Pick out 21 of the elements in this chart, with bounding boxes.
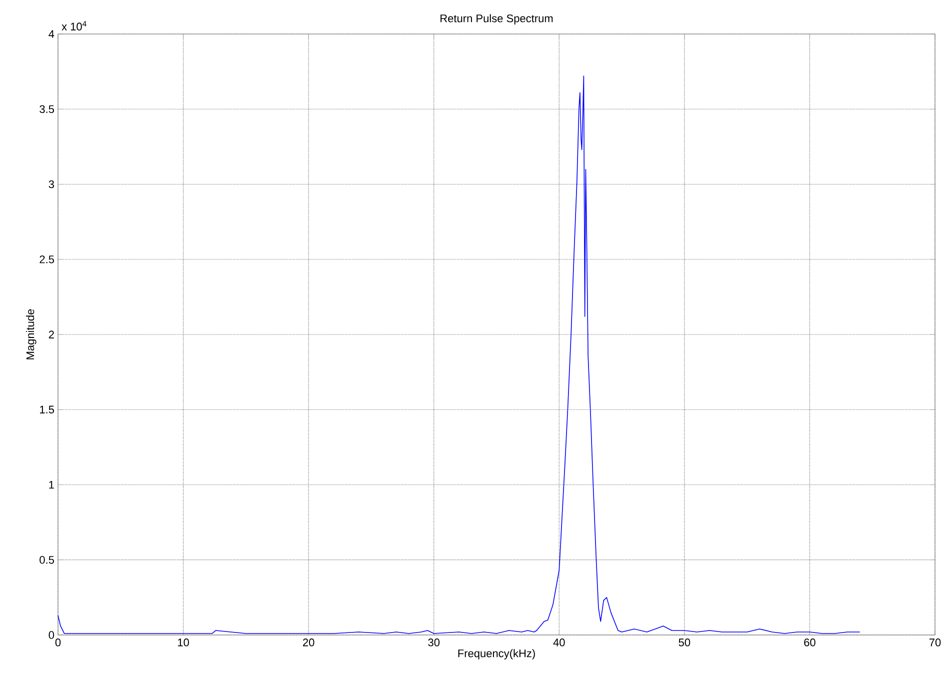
y-tick-label: 3 bbox=[48, 180, 54, 188]
y-tick-label: 1.5 bbox=[40, 406, 54, 414]
x-tick-label: 30 bbox=[428, 638, 440, 646]
y-tick-label: 2.5 bbox=[40, 255, 54, 264]
y-axis-title: Magnitude bbox=[26, 309, 36, 360]
y-tick-label: 1 bbox=[49, 480, 54, 489]
x-tick-label: 10 bbox=[178, 638, 189, 646]
x-tick-label: 40 bbox=[553, 638, 565, 646]
y-tick-label: 3.5 bbox=[40, 105, 54, 114]
x-tick-label: 60 bbox=[804, 638, 816, 646]
chart-title: Return Pulse Spectrum bbox=[440, 14, 553, 24]
text: x 10$^{4}$ bbox=[62, 21, 86, 30]
y-tick-label: 0 bbox=[48, 631, 54, 639]
y-tick-label: 4 bbox=[48, 30, 54, 38]
x-tick-label: 0 bbox=[55, 638, 61, 646]
y-tick-label: 0.5 bbox=[40, 556, 54, 564]
y-tick-label: 2 bbox=[48, 330, 54, 338]
x-tick-label: 50 bbox=[678, 638, 690, 646]
x-tick-label: 20 bbox=[303, 638, 314, 646]
x-tick-label: 70 bbox=[929, 638, 941, 646]
x-axis-title: Frequency(kHz) bbox=[458, 649, 535, 660]
